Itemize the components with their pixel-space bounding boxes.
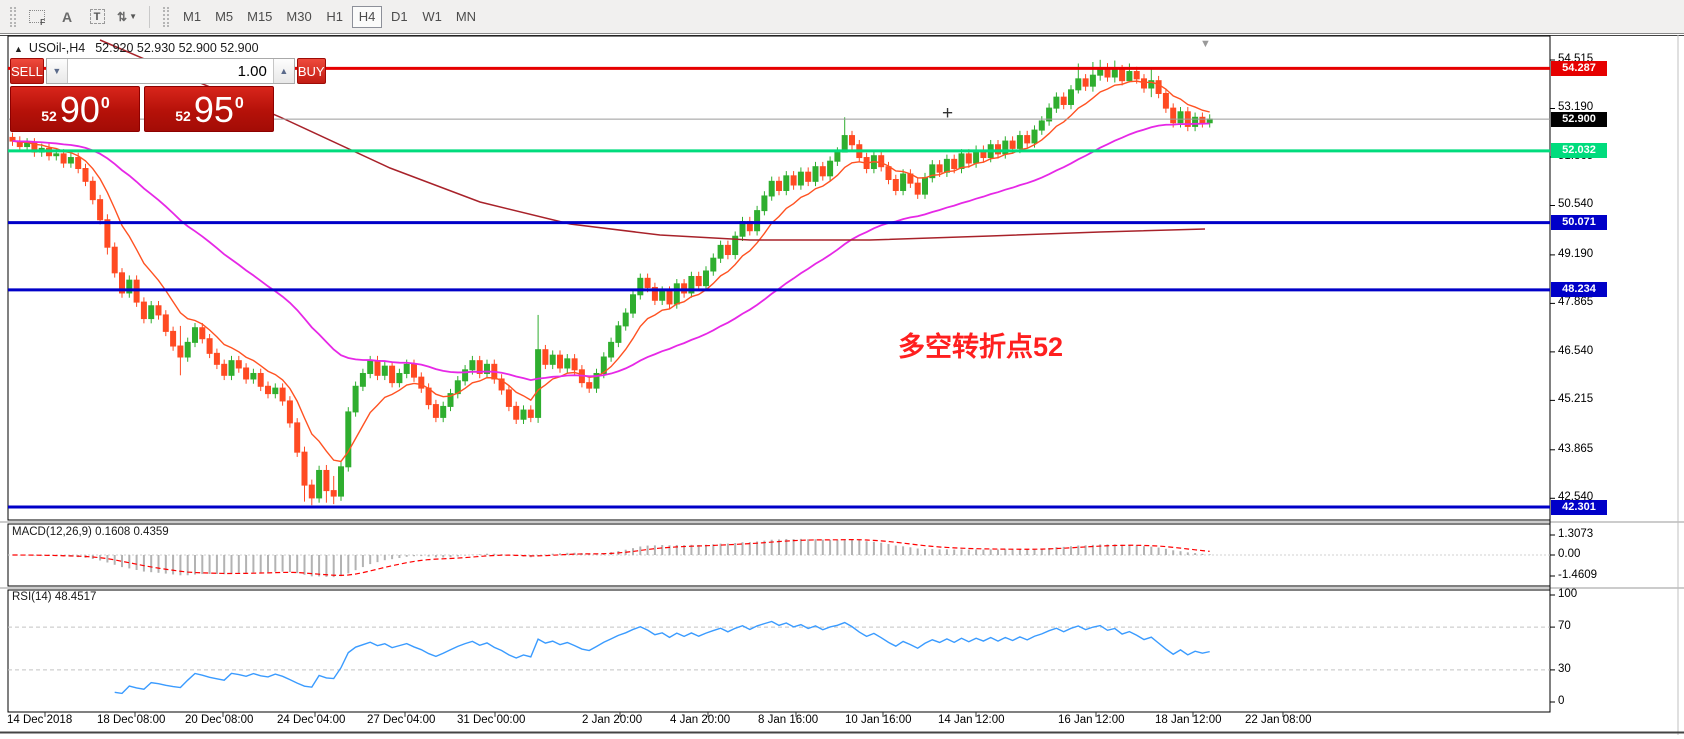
- buy-price-whole: 52: [175, 108, 191, 124]
- volume-decrease-button[interactable]: ▼: [46, 59, 68, 83]
- date-tick-label: 24 Dec 04:00: [277, 714, 346, 726]
- date-tick-label: 22 Jan 08:00: [1245, 714, 1312, 726]
- crosshair-cursor: +: [942, 103, 954, 124]
- volume-spinner: ▼ ▲: [45, 58, 295, 84]
- buy-button[interactable]: BUY: [296, 58, 326, 84]
- price-tick-label: 49.190: [1558, 247, 1594, 260]
- date-tick-label: 14 Jan 12:00: [938, 714, 1005, 726]
- buy-price-button[interactable]: 52 95 0: [144, 86, 274, 132]
- date-tick-label: 20 Dec 08:00: [185, 714, 254, 726]
- timeframes-drag-handle[interactable]: [163, 6, 169, 27]
- price-badge-42.301: 42.301: [1551, 499, 1607, 515]
- chart-title: ▲ USOil-,H4 52.920 52.930 52.900 52.900: [14, 41, 259, 55]
- price-tick-label: 53.190: [1558, 101, 1594, 114]
- date-tick-label: 4 Jan 20:00: [670, 714, 731, 726]
- price-tick-label: 47.865: [1558, 296, 1594, 309]
- timeframe-w1[interactable]: W1: [422, 9, 442, 24]
- date-tick-label: 10 Jan 16:00: [845, 714, 912, 726]
- date-tick-label: 16 Jan 12:00: [1058, 714, 1125, 726]
- macd-axis-label: 0.00: [1558, 548, 1581, 560]
- date-tick-label: 18 Dec 08:00: [97, 714, 166, 726]
- macd-axis-label: -1.4609: [1558, 569, 1598, 581]
- sell-price-pipette: 0: [100, 95, 110, 112]
- chart-plot-area[interactable]: [0, 35, 1684, 739]
- date-tick-label: 31 Dec 00:00: [457, 714, 526, 726]
- buy-price-pipette: 0: [234, 95, 244, 112]
- price-tick-label: 43.865: [1558, 442, 1594, 455]
- toolbar-separator: [149, 5, 150, 28]
- arrows-dropdown-icon[interactable]: ⇅ ▼: [117, 9, 137, 24]
- timeframe-m1[interactable]: M1: [183, 9, 202, 24]
- top-toolbar: F A T ⇅ ▼ M1 M5 M15 M30 H1 H4 D1 W1 MN: [0, 0, 1684, 34]
- sell-price-whole: 52: [41, 108, 57, 124]
- price-badge-52.032: 52.032: [1551, 143, 1607, 159]
- price-badge-54.287: 54.287: [1551, 60, 1607, 76]
- price-badge-50.071: 50.071: [1551, 215, 1607, 231]
- rsi-indicator-label: RSI(14) 48.4517: [12, 591, 97, 603]
- price-badge-52.900: 52.900: [1551, 111, 1607, 127]
- symbol-period-label: USOil-,H4: [28, 41, 86, 55]
- timeframe-group: M1 M5 M15 M30 H1 H4 D1 W1 MN: [177, 5, 482, 28]
- sell-price-pips: 90: [59, 89, 100, 130]
- ohlc-quote-label: 52.920 52.930 52.900 52.900: [95, 41, 259, 55]
- volume-input[interactable]: [67, 59, 273, 83]
- macd-axis-label: 1.3073: [1558, 528, 1594, 540]
- rsi-axis-label: 70: [1558, 620, 1571, 633]
- date-tick-label: 14 Dec 2018: [7, 714, 73, 726]
- timeframe-m30[interactable]: M30: [286, 9, 312, 24]
- sell-button[interactable]: SELL: [10, 58, 44, 84]
- date-tick-label: 18 Jan 12:00: [1155, 714, 1222, 726]
- date-tick-label: 27 Dec 04:00: [367, 714, 436, 726]
- collapse-quote-icon[interactable]: ▲: [14, 44, 23, 54]
- letter-a-icon[interactable]: A: [61, 8, 73, 25]
- chart-annotation-text: 多空转折点52: [898, 332, 1064, 362]
- timeframe-h4[interactable]: H4: [351, 5, 383, 28]
- text-label-icon[interactable]: T: [84, 5, 110, 29]
- buy-price-pips: 95: [193, 89, 234, 130]
- toolbar-drag-handle[interactable]: [10, 6, 16, 27]
- rsi-axis-label: 0: [1558, 695, 1565, 707]
- chart-template-icon[interactable]: F: [24, 5, 50, 29]
- volume-increase-button[interactable]: ▲: [272, 59, 294, 83]
- one-click-trading-panel: SELL ▼ ▲ BUY 52 90 0 52 95 0: [10, 58, 326, 132]
- chart-shift-marker-icon[interactable]: ▼: [1200, 38, 1211, 50]
- price-tick-label: 46.540: [1558, 344, 1594, 357]
- chart-window[interactable]: ▲ USOil-,H4 52.920 52.930 52.900 52.900 SE…: [0, 35, 1684, 739]
- rsi-axis-label: 30: [1558, 662, 1571, 675]
- timeframe-m5[interactable]: M5: [215, 9, 234, 24]
- macd-indicator-label: MACD(12,26,9) 0.1608 0.4359: [12, 526, 169, 538]
- price-tick-label: 45.215: [1558, 393, 1594, 406]
- date-tick-label: 2 Jan 20:00: [582, 714, 643, 726]
- timeframe-mn[interactable]: MN: [455, 9, 477, 24]
- price-badge-48.234: 48.234: [1551, 282, 1607, 298]
- sell-price-button[interactable]: 52 90 0: [10, 86, 140, 132]
- timeframe-m15[interactable]: M15: [247, 9, 273, 24]
- timeframe-h1[interactable]: H1: [326, 9, 344, 24]
- rsi-axis-label: 100: [1558, 588, 1578, 600]
- price-tick-label: 50.540: [1558, 198, 1594, 211]
- timeframe-d1[interactable]: D1: [391, 9, 408, 24]
- date-tick-label: 8 Jan 16:00: [758, 714, 819, 726]
